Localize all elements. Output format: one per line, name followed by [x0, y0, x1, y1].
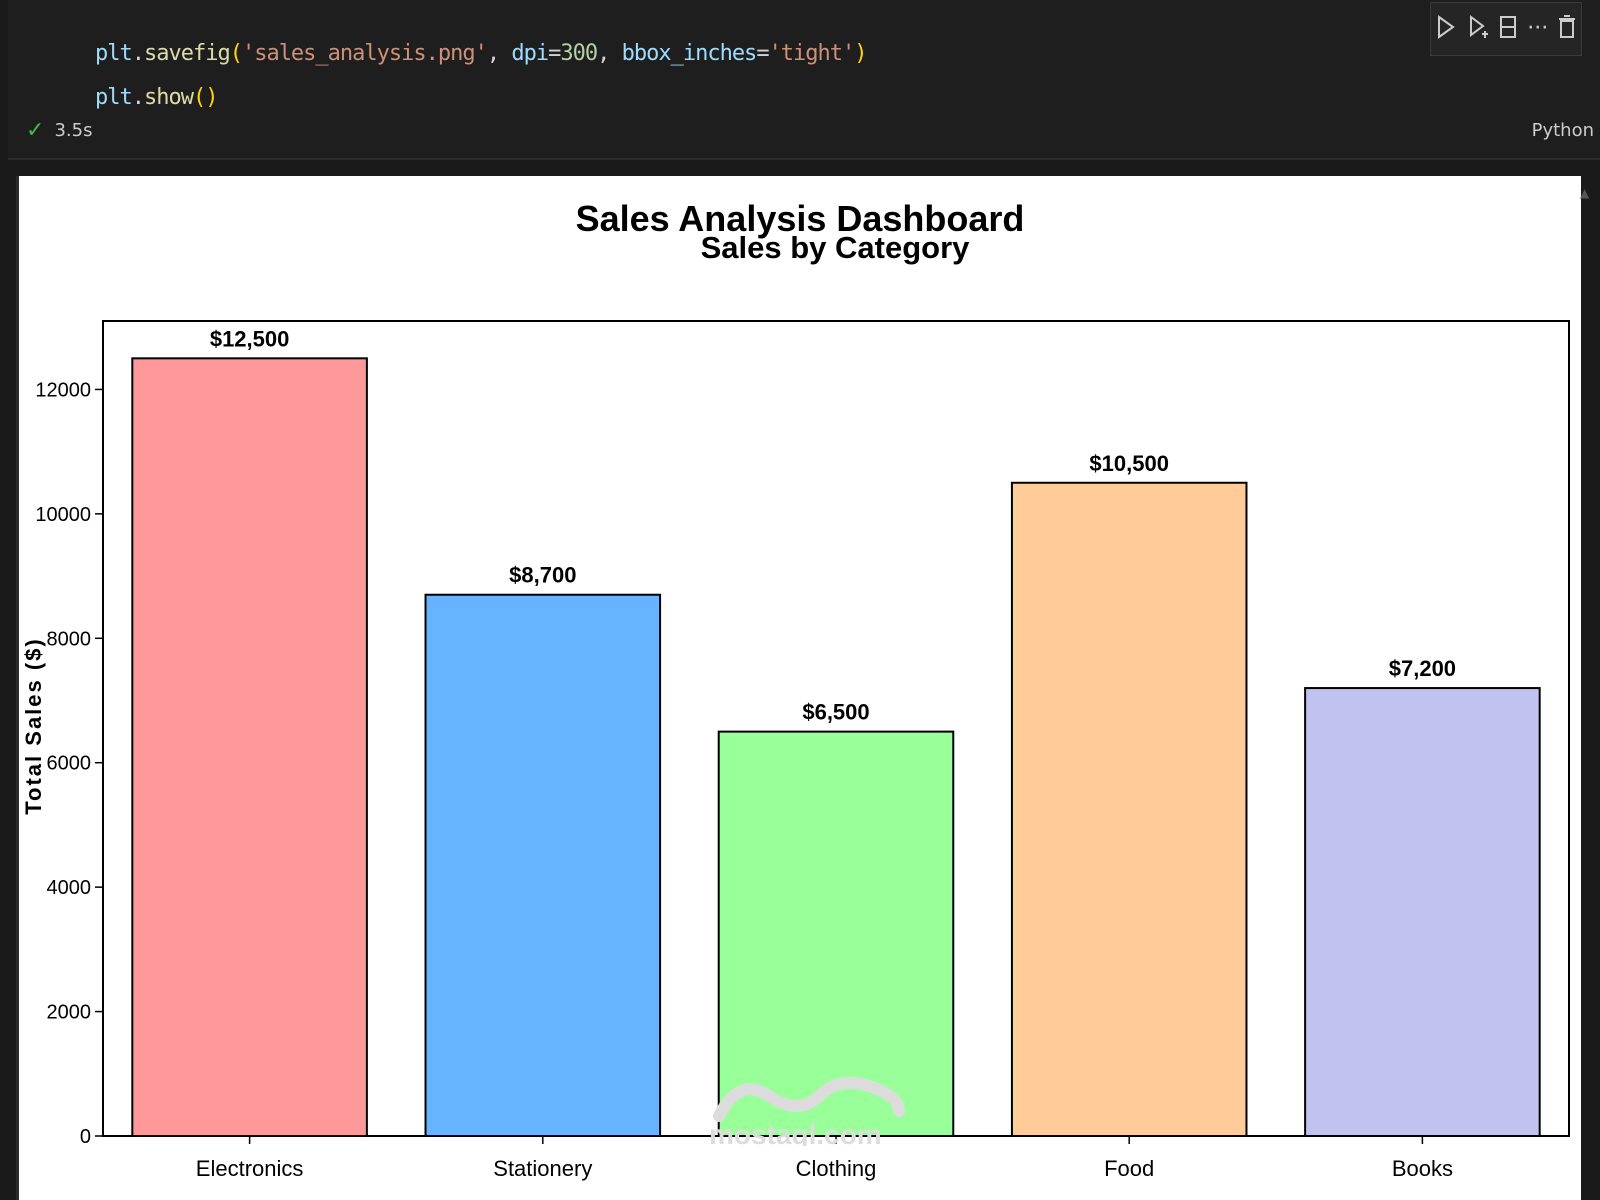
scroll-up-icon[interactable]: ▲ — [1580, 186, 1590, 200]
y-tick-label: 2000 — [47, 1002, 92, 1024]
code-token: plt — [94, 85, 133, 110]
code-cell[interactable]: plt.savefig('sales_analysis.png', dpi=30… — [8, 0, 1600, 160]
y-tick-label: 4000 — [47, 877, 92, 899]
watermark-logo: mostaql.com — [709, 1056, 909, 1156]
run-below-icon[interactable] — [1468, 14, 1490, 45]
x-tick-label: Clothing — [796, 1156, 877, 1181]
value-label: $6,500 — [802, 700, 869, 725]
check-icon: ✓ — [26, 118, 45, 143]
x-tick-label: Food — [1104, 1156, 1154, 1181]
value-label: $7,200 — [1389, 656, 1456, 681]
delete-icon[interactable] — [1558, 14, 1576, 45]
cell-output: Sales Analysis Dashboard Sales by Catego… — [16, 176, 1581, 1200]
code-token: , — [486, 41, 512, 66]
bar-food — [1010, 481, 1248, 1137]
code-token: = — [548, 41, 561, 66]
x-tick-label: Stationery — [493, 1156, 592, 1181]
svg-text:mostaql.com: mostaql.com — [709, 1119, 882, 1146]
code-line-savefig[interactable]: plt.savefig('sales_analysis.png', dpi=30… — [46, 16, 868, 91]
code-line-show[interactable]: plt.show() — [46, 60, 218, 135]
value-label: $10,500 — [1089, 451, 1169, 476]
x-tick-label: Books — [1392, 1156, 1453, 1181]
y-tick-label: 10000 — [35, 504, 91, 526]
value-label: $8,700 — [509, 563, 576, 588]
execution-status: ✓ 3.5s — [26, 118, 92, 143]
y-tick-label: 0 — [80, 1126, 91, 1148]
y-tick-label: 6000 — [47, 753, 92, 775]
plot-frame — [102, 320, 1570, 1137]
split-cell-icon[interactable] — [1499, 14, 1517, 45]
kernel-language-label[interactable]: Python — [1531, 120, 1594, 141]
cell-toolbar: ··· — [1430, 2, 1582, 56]
code-token: 'tight' — [768, 41, 856, 66]
execution-duration: 3.5s — [54, 120, 93, 141]
chart-suptitle: Sales Analysis Dashboard — [575, 198, 1025, 239]
code-token: ) — [854, 41, 867, 66]
code-token: 'sales_analysis.png' — [241, 41, 488, 66]
bar-books — [1304, 687, 1541, 1138]
code-token: plt — [94, 41, 133, 66]
code-token: . — [131, 85, 145, 110]
value-label: $12,500 — [210, 326, 290, 351]
y-tick-label: 8000 — [47, 628, 92, 650]
code-token: dpi — [511, 41, 549, 66]
code-token: () — [192, 85, 218, 110]
code-token: savefig — [143, 41, 231, 66]
code-token: show — [143, 85, 194, 110]
code-token: ( — [229, 41, 243, 66]
bar-clothing — [717, 730, 955, 1137]
bar-chart: $12,500 $8,700 $6,500 $10,500 $7,200 0 2000 40… — [21, 320, 1570, 1181]
code-token: bbox_inches — [621, 41, 758, 66]
code-token: , — [597, 41, 622, 66]
code-token: = — [756, 41, 769, 66]
chart-title: Sales by Category — [700, 230, 970, 265]
bar-electronics — [131, 357, 368, 1137]
y-tick-label: 12000 — [35, 379, 91, 401]
run-above-icon[interactable] — [1436, 14, 1458, 45]
code-token: . — [131, 41, 145, 66]
y-axis-label: Total Sales ($) — [21, 637, 46, 815]
bar-stationery — [424, 593, 662, 1137]
x-tick-label: Electronics — [196, 1156, 304, 1181]
code-token: 300 — [560, 41, 598, 66]
more-icon[interactable]: ··· — [1527, 16, 1549, 41]
